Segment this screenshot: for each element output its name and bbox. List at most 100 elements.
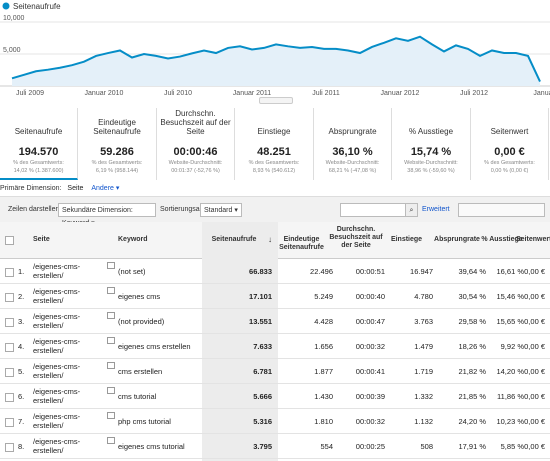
cell: 508 bbox=[420, 442, 433, 451]
cell: 00:00:25 bbox=[355, 442, 385, 451]
cell: 29,58 % bbox=[458, 317, 486, 326]
page-link[interactable]: /eigenes-cms-erstellen/ bbox=[33, 287, 81, 305]
cell: 6.781 bbox=[253, 367, 272, 376]
secondary-select[interactable]: Sekundäre Dimension: Keyword ▾ bbox=[58, 203, 156, 227]
cell: 15,46 % bbox=[496, 292, 524, 301]
checkbox[interactable] bbox=[5, 368, 14, 377]
sort-text: Standard bbox=[204, 207, 233, 214]
summary-label: Seitenaufrufe bbox=[14, 127, 63, 136]
cell: 3.763 bbox=[414, 317, 433, 326]
page-link[interactable]: /eigenes-cms-erstellen/ bbox=[33, 362, 81, 380]
page-link[interactable]: /eigenes-cms-erstellen/ bbox=[33, 337, 81, 355]
cell: 0,00 € bbox=[524, 317, 545, 326]
x-tick-label: Juli 2010 bbox=[164, 90, 192, 97]
view-switcher[interactable] bbox=[458, 203, 545, 217]
page-link[interactable]: /eigenes-cms-erstellen/ bbox=[33, 437, 81, 455]
summary-total: 6,19 % (958.144) bbox=[95, 168, 139, 174]
cell: 7.633 bbox=[253, 342, 272, 351]
cell: 66.833 bbox=[249, 267, 272, 276]
primary-value[interactable]: Seite bbox=[67, 185, 84, 192]
cell: 0,00 € bbox=[524, 392, 545, 401]
row-border bbox=[0, 358, 550, 359]
summary-note: % des Gesamtwerts: bbox=[91, 160, 143, 166]
summary-box: Absprungrate 36,10 % Website-Durchschnitt:… bbox=[314, 108, 392, 180]
link-icon bbox=[107, 287, 115, 294]
cell: 0,00 € bbox=[524, 367, 545, 376]
cell: 1.430 bbox=[314, 392, 333, 401]
row-border bbox=[0, 383, 550, 384]
cell: 30,54 % bbox=[458, 292, 486, 301]
cell: 4.780 bbox=[414, 292, 433, 301]
checkbox[interactable] bbox=[5, 293, 14, 302]
cell: 5. bbox=[18, 367, 25, 376]
primary-dimension: Primäre Dimension: Seite Andere ▾ bbox=[0, 185, 120, 192]
checkbox[interactable] bbox=[5, 318, 14, 327]
summary-note: % des Gesamtwerts: bbox=[248, 160, 300, 166]
summary-label: Einstiege bbox=[257, 127, 291, 136]
search-button[interactable]: ⌕ bbox=[405, 203, 418, 217]
cell: 3.795 bbox=[253, 442, 272, 451]
column-header: Seitenwert bbox=[516, 236, 550, 243]
summary-value: 15,74 % bbox=[410, 146, 452, 158]
row-border bbox=[0, 408, 550, 409]
sort-select[interactable]: Standard ▾ bbox=[200, 203, 242, 217]
page-link[interactable]: /eigenes-cms-erstellen/ bbox=[33, 312, 81, 330]
summary-value: 48.251 bbox=[257, 146, 291, 158]
summary-total: 8,93 % (540.612) bbox=[252, 168, 296, 174]
search-box[interactable] bbox=[340, 203, 406, 217]
cell: 1.719 bbox=[414, 367, 433, 376]
cell: 7. bbox=[18, 417, 25, 426]
cell: 00:00:39 bbox=[355, 392, 385, 401]
checkbox[interactable] bbox=[5, 418, 14, 427]
summary-value: 0,00 € bbox=[494, 146, 525, 158]
legend-label: Seitenaufrufe bbox=[13, 2, 61, 11]
link-icon bbox=[107, 312, 115, 319]
cell: 00:00:41 bbox=[355, 367, 385, 376]
cell: 1.132 bbox=[414, 417, 433, 426]
cell: 4.428 bbox=[314, 317, 333, 326]
cell: 00:00:32 bbox=[355, 342, 385, 351]
cell: 1.479 bbox=[414, 342, 433, 351]
other-link[interactable]: Andere bbox=[91, 185, 114, 192]
cell: 21,82 % bbox=[458, 367, 486, 376]
cell: php cms tutorial bbox=[118, 417, 171, 426]
row-border bbox=[0, 308, 550, 309]
cell: 1. bbox=[18, 267, 25, 276]
column-header: Absprungrate bbox=[434, 236, 480, 243]
page-link[interactable]: /eigenes-cms-erstellen/ bbox=[33, 387, 81, 405]
summary-label: Seitenwert bbox=[490, 127, 529, 136]
summary-box: Seitenwert 0,00 € % des Gesamtwerts: 0,00 %… bbox=[471, 108, 549, 180]
cell: 11,86 % bbox=[497, 392, 524, 401]
summary-value: 00:00:46 bbox=[173, 146, 218, 158]
cell: (not provided) bbox=[118, 317, 165, 326]
checkbox[interactable] bbox=[5, 393, 14, 402]
resize-handle[interactable] bbox=[259, 97, 293, 104]
page-link[interactable]: /eigenes-cms-erstellen/ bbox=[33, 262, 81, 280]
cell: 3. bbox=[18, 317, 25, 326]
data-table: Seite Keyword Seitenaufrufe Eindeutige Seit… bbox=[0, 222, 550, 461]
page-link[interactable]: /eigenes-cms-erstellen/ bbox=[33, 412, 81, 430]
row-border bbox=[0, 283, 550, 284]
column-header: Einstiege bbox=[390, 236, 423, 243]
cell: 1.656 bbox=[314, 342, 333, 351]
summary-label: Absprungrate bbox=[328, 127, 377, 136]
checkbox[interactable] bbox=[5, 443, 14, 452]
area bbox=[12, 36, 540, 86]
column-header: Seite bbox=[33, 236, 50, 243]
checkbox[interactable] bbox=[5, 343, 14, 352]
cell: 00:00:32 bbox=[355, 417, 385, 426]
cell: 5.249 bbox=[314, 292, 333, 301]
summary-total: 38,96 % (-59,60 %) bbox=[407, 168, 455, 174]
summary-note: % des Gesamtwerts: bbox=[484, 160, 535, 166]
column-header: Keyword bbox=[118, 236, 148, 243]
row-border bbox=[0, 433, 550, 434]
cell: 00:00:47 bbox=[355, 317, 385, 326]
summary-note: Website-Durchschnitt: bbox=[325, 160, 380, 166]
sort-label: Sortierungsart: bbox=[160, 206, 206, 213]
cell: 10,23 % bbox=[496, 417, 524, 426]
x-tick-label: Juli 2009 bbox=[16, 90, 44, 97]
sorted-column-bg bbox=[202, 222, 278, 461]
advanced-link[interactable]: Erweitert bbox=[422, 206, 450, 213]
x-tick-label: Juli 2011 bbox=[312, 90, 340, 97]
checkbox[interactable] bbox=[5, 268, 14, 277]
